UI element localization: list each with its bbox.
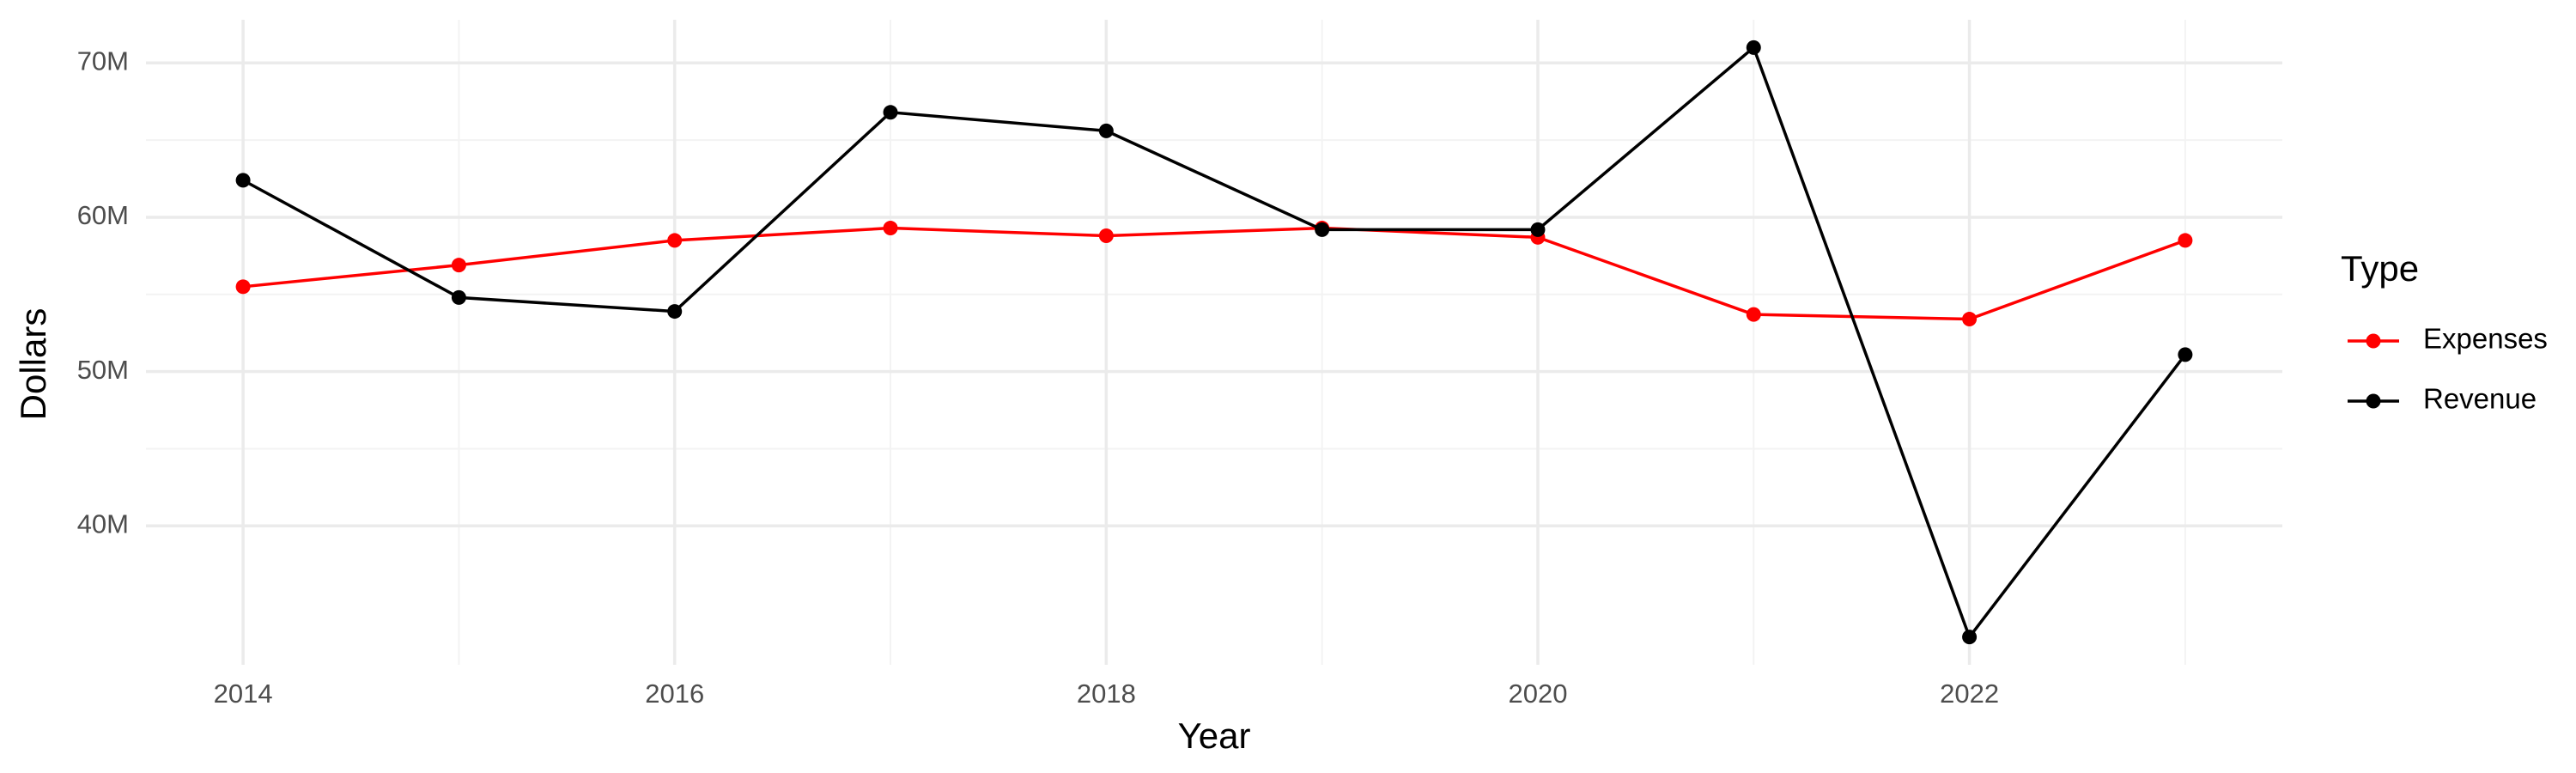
y-tick-label: 40M xyxy=(77,508,129,539)
legend-label: Revenue xyxy=(2423,383,2537,415)
y-tick-label: 60M xyxy=(77,200,129,230)
data-point xyxy=(1098,228,1114,244)
x-tick-label: 2022 xyxy=(1940,679,1999,709)
data-point xyxy=(883,221,898,236)
legend-label: Expenses xyxy=(2423,323,2548,355)
data-point xyxy=(1962,312,1978,327)
data-point xyxy=(1962,630,1978,645)
data-point xyxy=(451,289,466,305)
data-point xyxy=(451,258,466,273)
data-point xyxy=(2178,233,2193,248)
x-tick-label: 2016 xyxy=(645,679,704,709)
data-point xyxy=(1746,40,1761,55)
legend-marker xyxy=(2366,333,2381,349)
legend-title: Type xyxy=(2341,248,2419,289)
data-point xyxy=(1746,307,1761,322)
y-tick-label: 50M xyxy=(77,355,129,385)
data-point xyxy=(1530,222,1546,237)
data-point xyxy=(667,233,683,248)
data-point xyxy=(883,105,898,120)
data-point xyxy=(235,279,251,295)
data-point xyxy=(235,173,251,188)
x-tick-label: 2018 xyxy=(1077,679,1136,709)
y-axis-title: Dollars xyxy=(13,308,53,421)
data-point xyxy=(667,304,683,320)
data-point xyxy=(2178,347,2193,362)
data-point xyxy=(1315,222,1330,237)
y-tick-label: 70M xyxy=(77,46,129,76)
legend-marker xyxy=(2366,393,2381,409)
x-tick-label: 2014 xyxy=(214,679,273,709)
data-point xyxy=(1098,123,1114,138)
x-tick-label: 2020 xyxy=(1508,679,1567,709)
x-axis-title: Year xyxy=(1178,715,1251,756)
series-line xyxy=(242,45,2187,641)
series-line xyxy=(242,226,2186,321)
